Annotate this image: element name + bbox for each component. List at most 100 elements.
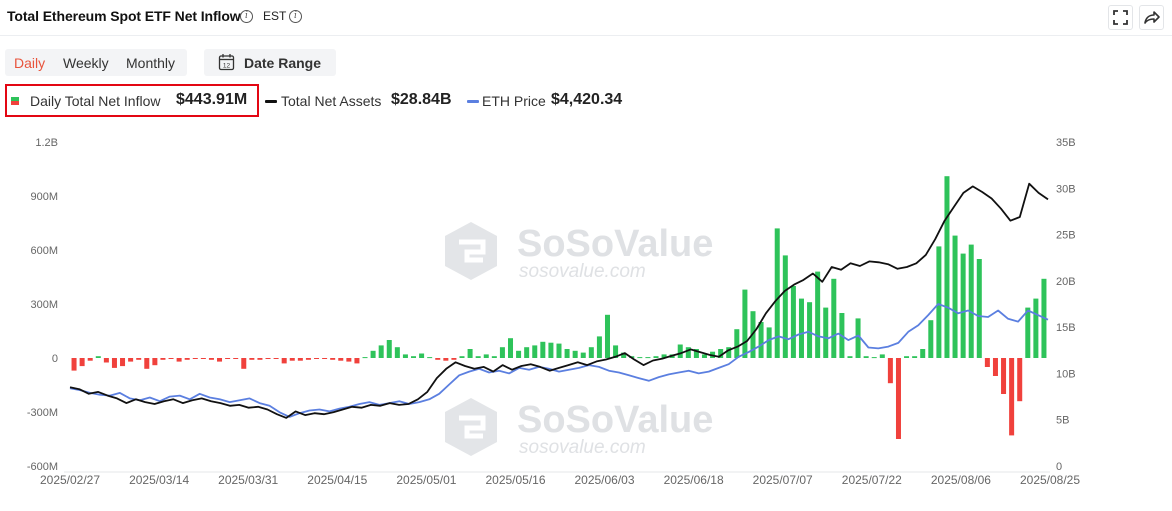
inflow-bar: [758, 322, 764, 358]
calendar-icon: 12: [218, 54, 235, 71]
inflow-bar: [200, 358, 206, 359]
inflow-bar: [1017, 358, 1023, 402]
date-range-button[interactable]: 12 Date Range: [204, 49, 336, 76]
inflow-bar: [718, 349, 724, 358]
inflow-bar: [548, 342, 554, 358]
inflow-bar: [1009, 358, 1015, 436]
share-icon: [1144, 11, 1160, 24]
inflow-bar: [540, 341, 546, 358]
inflow-bar: [661, 354, 667, 358]
watermark-logo-mark: [459, 239, 486, 263]
x-tick-label: 2025/03/31: [218, 473, 278, 487]
inflow-bar: [354, 358, 360, 364]
inflow-bar: [516, 350, 522, 358]
inflow-bar: [572, 350, 578, 358]
inflow-bar: [144, 358, 150, 369]
inflow-bar: [693, 349, 699, 358]
inflow-bar: [645, 357, 651, 359]
tab-daily[interactable]: Daily: [14, 55, 46, 71]
legend-price[interactable]: ETH Price $4,420.34: [464, 84, 644, 116]
inflow-bar: [281, 358, 287, 364]
inflow-bar: [273, 358, 279, 359]
inflow-bar: [168, 358, 174, 359]
inflow-bar: [71, 358, 77, 371]
price-line-icon: [467, 100, 479, 103]
fullscreen-button[interactable]: [1108, 5, 1133, 30]
inflow-bar: [370, 350, 376, 358]
watermark-brand: SoSoValue: [517, 399, 713, 441]
timezone-info-icon[interactable]: i: [289, 10, 302, 23]
y-left-tick-label: 300M: [30, 299, 58, 311]
inflow-bar: [871, 357, 877, 359]
info-icon[interactable]: i: [240, 10, 253, 23]
period-tabs: Daily Weekly Monthly: [5, 49, 187, 76]
inflow-bar: [208, 358, 214, 360]
inflow-bar: [798, 298, 804, 358]
assets-line-icon: [265, 100, 277, 103]
y-left-tick-label: 0: [52, 353, 58, 365]
inflow-bar: [459, 356, 465, 358]
inflow-bar: [111, 358, 117, 368]
inflow-bar: [936, 246, 942, 358]
inflow-bar: [807, 302, 813, 358]
chart-title: Total Ethereum Spot ETF Net Inflow: [7, 8, 241, 24]
inflow-bar: [394, 347, 400, 358]
inflow-bar: [289, 358, 295, 361]
y-left-tick-label: 900M: [30, 191, 58, 203]
x-tick-label: 2025/03/14: [129, 473, 189, 487]
y-right-tick-label: 25B: [1056, 230, 1076, 242]
tab-weekly[interactable]: Weekly: [63, 55, 109, 71]
inflow-bar: [637, 357, 643, 359]
inflow-bar: [305, 358, 311, 360]
inflow-bar: [79, 358, 85, 367]
inflow-bar: [887, 358, 893, 384]
inflow-bar: [338, 358, 344, 361]
legend-assets[interactable]: Total Net Assets $28.84B: [262, 84, 462, 116]
inflow-bar: [588, 347, 594, 358]
inflow-bar: [136, 358, 142, 360]
legend-price-name: ETH Price: [482, 93, 546, 109]
inflow-bar: [613, 345, 619, 358]
inflow-bar: [402, 354, 408, 358]
inflow-bar: [314, 358, 320, 359]
inflow-bar: [532, 345, 538, 358]
y-right-tick-label: 35B: [1056, 137, 1076, 149]
legend-inflow[interactable]: Daily Total Net Inflow $443.91M: [0, 84, 260, 116]
legend-price-value: $4,420.34: [551, 91, 623, 108]
share-button[interactable]: [1139, 5, 1164, 30]
inflow-bar: [435, 358, 441, 360]
x-tick-label: 2025/05/16: [485, 473, 545, 487]
inflow-bar: [225, 358, 231, 359]
inflow-bar: [928, 320, 934, 358]
inflow-bar: [621, 352, 627, 358]
timezone-label: EST: [263, 9, 287, 23]
eth-price-line: [69, 303, 1049, 418]
inflow-bar: [734, 329, 740, 358]
inflow-bar: [257, 358, 263, 360]
inflow-bar: [87, 358, 93, 361]
y-right-tick-label: 10B: [1056, 368, 1076, 380]
inflow-bar: [95, 356, 101, 358]
inflow-bar: [427, 357, 433, 359]
legend-assets-value: $28.84B: [391, 91, 452, 108]
title-bar: Total Ethereum Spot ETF Net Inflow i EST…: [0, 0, 1172, 36]
x-tick-label: 2025/06/03: [574, 473, 634, 487]
inflow-bar: [265, 358, 271, 359]
inflow-bar: [823, 307, 829, 358]
inflow-bar: [322, 358, 328, 359]
legend-inflow-value: $443.91M: [176, 91, 248, 108]
inflow-bar: [192, 358, 198, 359]
inflow-bar: [249, 358, 255, 360]
inflow-bar: [419, 353, 425, 358]
tab-monthly[interactable]: Monthly: [126, 55, 176, 71]
inflow-bar: [297, 358, 303, 361]
inflow-bar: [241, 358, 247, 369]
inflow-bar: [491, 356, 497, 358]
chart-legend: Daily Total Net Inflow $443.91M Total Ne…: [0, 84, 700, 118]
calendar-day: 12: [223, 63, 231, 70]
inflow-bar: [120, 358, 126, 367]
